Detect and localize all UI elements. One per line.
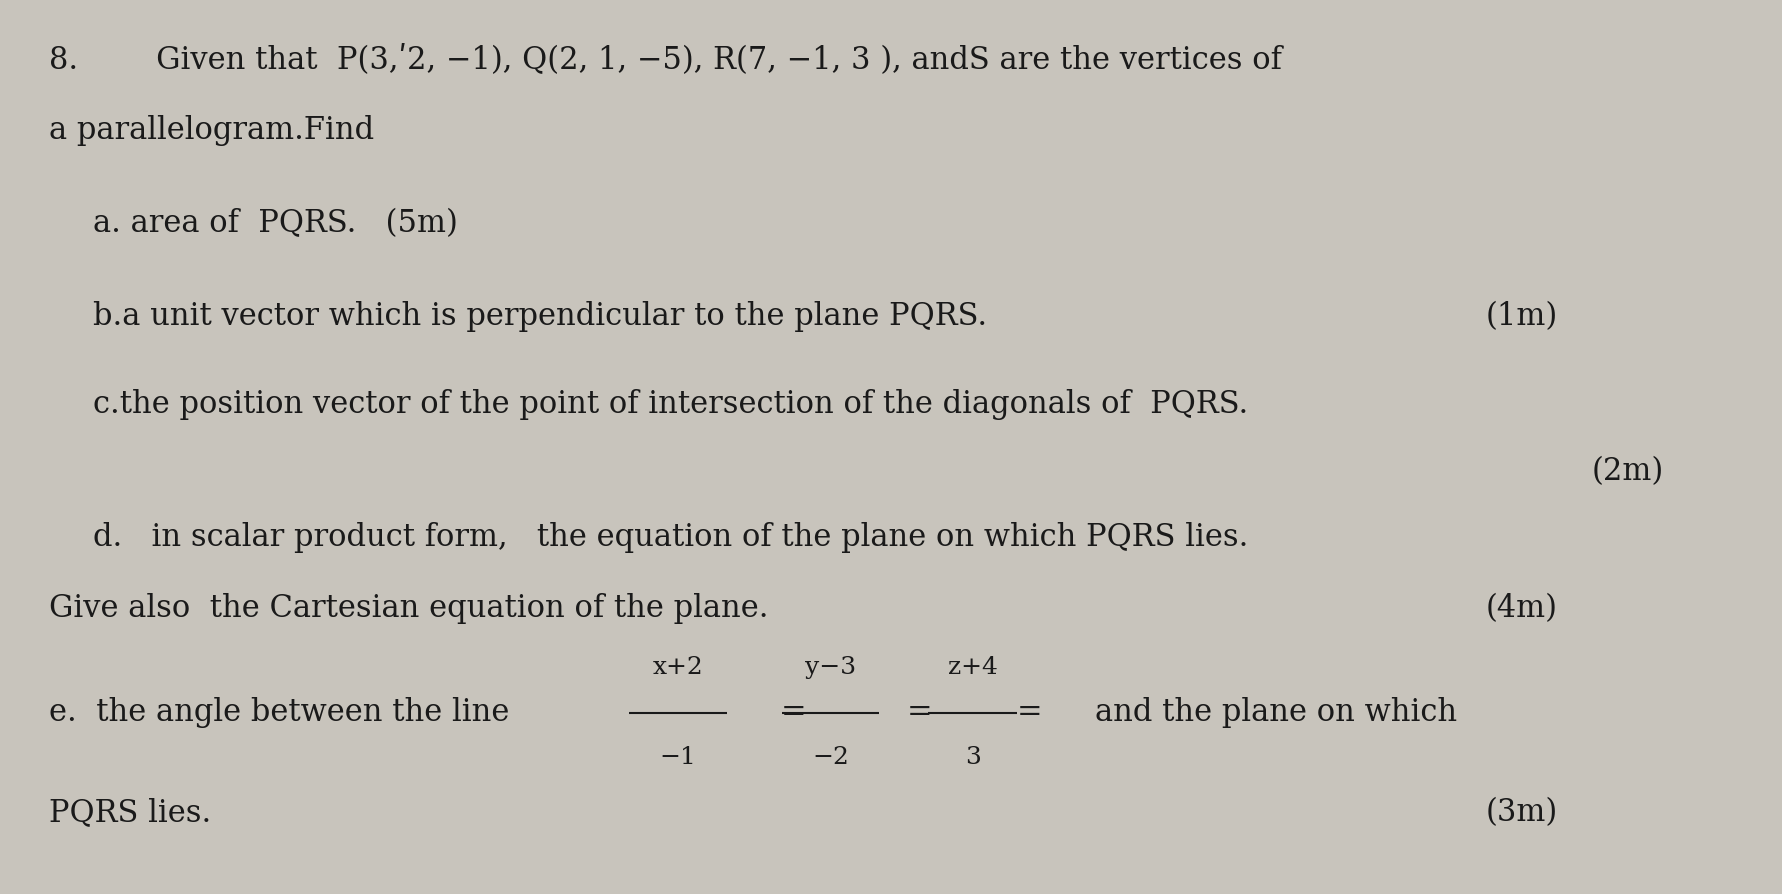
Text: d.   in scalar product form,   the equation of the plane on which PQRS lies.: d. in scalar product form, the equation …: [93, 522, 1247, 553]
Text: Give also  the Cartesian equation of the plane.: Give also the Cartesian equation of the …: [48, 593, 768, 624]
Text: −2: −2: [813, 746, 850, 770]
Text: x+2: x+2: [652, 656, 704, 679]
Text: a parallelogram.Find: a parallelogram.Find: [48, 114, 374, 146]
Text: −1: −1: [659, 746, 697, 770]
Text: (2m): (2m): [1591, 456, 1664, 487]
Text: a. area of  PQRS.   (5m): a. area of PQRS. (5m): [93, 208, 458, 239]
Text: y−3: y−3: [805, 656, 857, 679]
Text: 8.        Given that  P(3,ʹ2, −1), Q(2, 1, −5), R(7, −1, 3 ), andS are the verti: 8. Given that P(3,ʹ2, −1), Q(2, 1, −5), …: [48, 44, 1281, 75]
Text: b.a unit vector which is perpendicular to the plane PQRS.: b.a unit vector which is perpendicular t…: [93, 301, 987, 332]
Text: c.the position vector of the point of intersection of the diagonals of  PQRS.: c.the position vector of the point of in…: [93, 390, 1247, 420]
Text: PQRS lies.: PQRS lies.: [48, 797, 210, 828]
Text: z+4: z+4: [948, 656, 998, 679]
Text: 3: 3: [964, 746, 980, 770]
Text: (4m): (4m): [1484, 593, 1557, 624]
Text: =: =: [781, 697, 805, 729]
Text: (1m): (1m): [1484, 301, 1557, 332]
Text: e.  the angle between the line: e. the angle between the line: [48, 697, 510, 729]
Text: and the plane on which: and the plane on which: [1094, 697, 1458, 729]
Text: =: =: [1016, 697, 1042, 729]
Text: (3m): (3m): [1484, 797, 1557, 828]
Text: =: =: [907, 697, 932, 729]
